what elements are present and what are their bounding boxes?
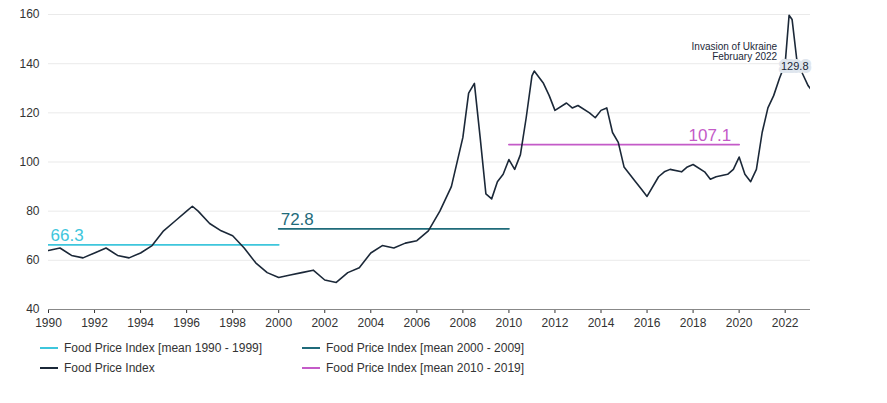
svg-text:2008: 2008 xyxy=(450,316,477,330)
html-text:Food Price Index: Food Price Index xyxy=(64,361,155,375)
svg-text:2010: 2010 xyxy=(496,316,523,330)
svg-text:2012: 2012 xyxy=(542,316,569,330)
svg-text:129.8: 129.8 xyxy=(781,60,809,72)
svg-text:120: 120 xyxy=(19,106,39,120)
svg-text:2004: 2004 xyxy=(357,316,384,330)
svg-text:66.3: 66.3 xyxy=(51,226,84,245)
svg-text:2006: 2006 xyxy=(403,316,430,330)
svg-text:140: 140 xyxy=(19,57,39,71)
svg-text:2014: 2014 xyxy=(588,316,615,330)
svg-text:2016: 2016 xyxy=(634,316,661,330)
svg-text:1992: 1992 xyxy=(81,316,108,330)
svg-text:40: 40 xyxy=(26,302,40,316)
svg-text:1998: 1998 xyxy=(219,316,246,330)
html-text:Food Price Index [mean 2000 -: Food Price Index [mean 2000 - 2009] xyxy=(326,341,525,355)
svg-text:2000: 2000 xyxy=(265,316,292,330)
svg-text:2018: 2018 xyxy=(680,316,707,330)
svg-text:80: 80 xyxy=(26,204,40,218)
svg-text:2022: 2022 xyxy=(772,316,799,330)
svg-text:2020: 2020 xyxy=(726,316,753,330)
svg-text:72.8: 72.8 xyxy=(281,210,314,229)
svg-text:107.1: 107.1 xyxy=(689,126,732,145)
svg-text:1996: 1996 xyxy=(173,316,200,330)
svg-text:1990: 1990 xyxy=(35,316,62,330)
svg-text:1994: 1994 xyxy=(127,316,154,330)
html-text:Food Price Index [mean 1990 -: Food Price Index [mean 1990 - 1999] xyxy=(64,341,263,355)
svg-text:100: 100 xyxy=(19,155,39,169)
svg-text:2002: 2002 xyxy=(311,316,338,330)
svg-text:Invasion of UkraineFebruary 20: Invasion of UkraineFebruary 2022 xyxy=(692,41,778,62)
svg-text:160: 160 xyxy=(19,7,39,21)
html-text:Food Price Index [mean 2010 -: Food Price Index [mean 2010 - 2019] xyxy=(326,361,525,375)
svg-text:60: 60 xyxy=(26,253,40,267)
